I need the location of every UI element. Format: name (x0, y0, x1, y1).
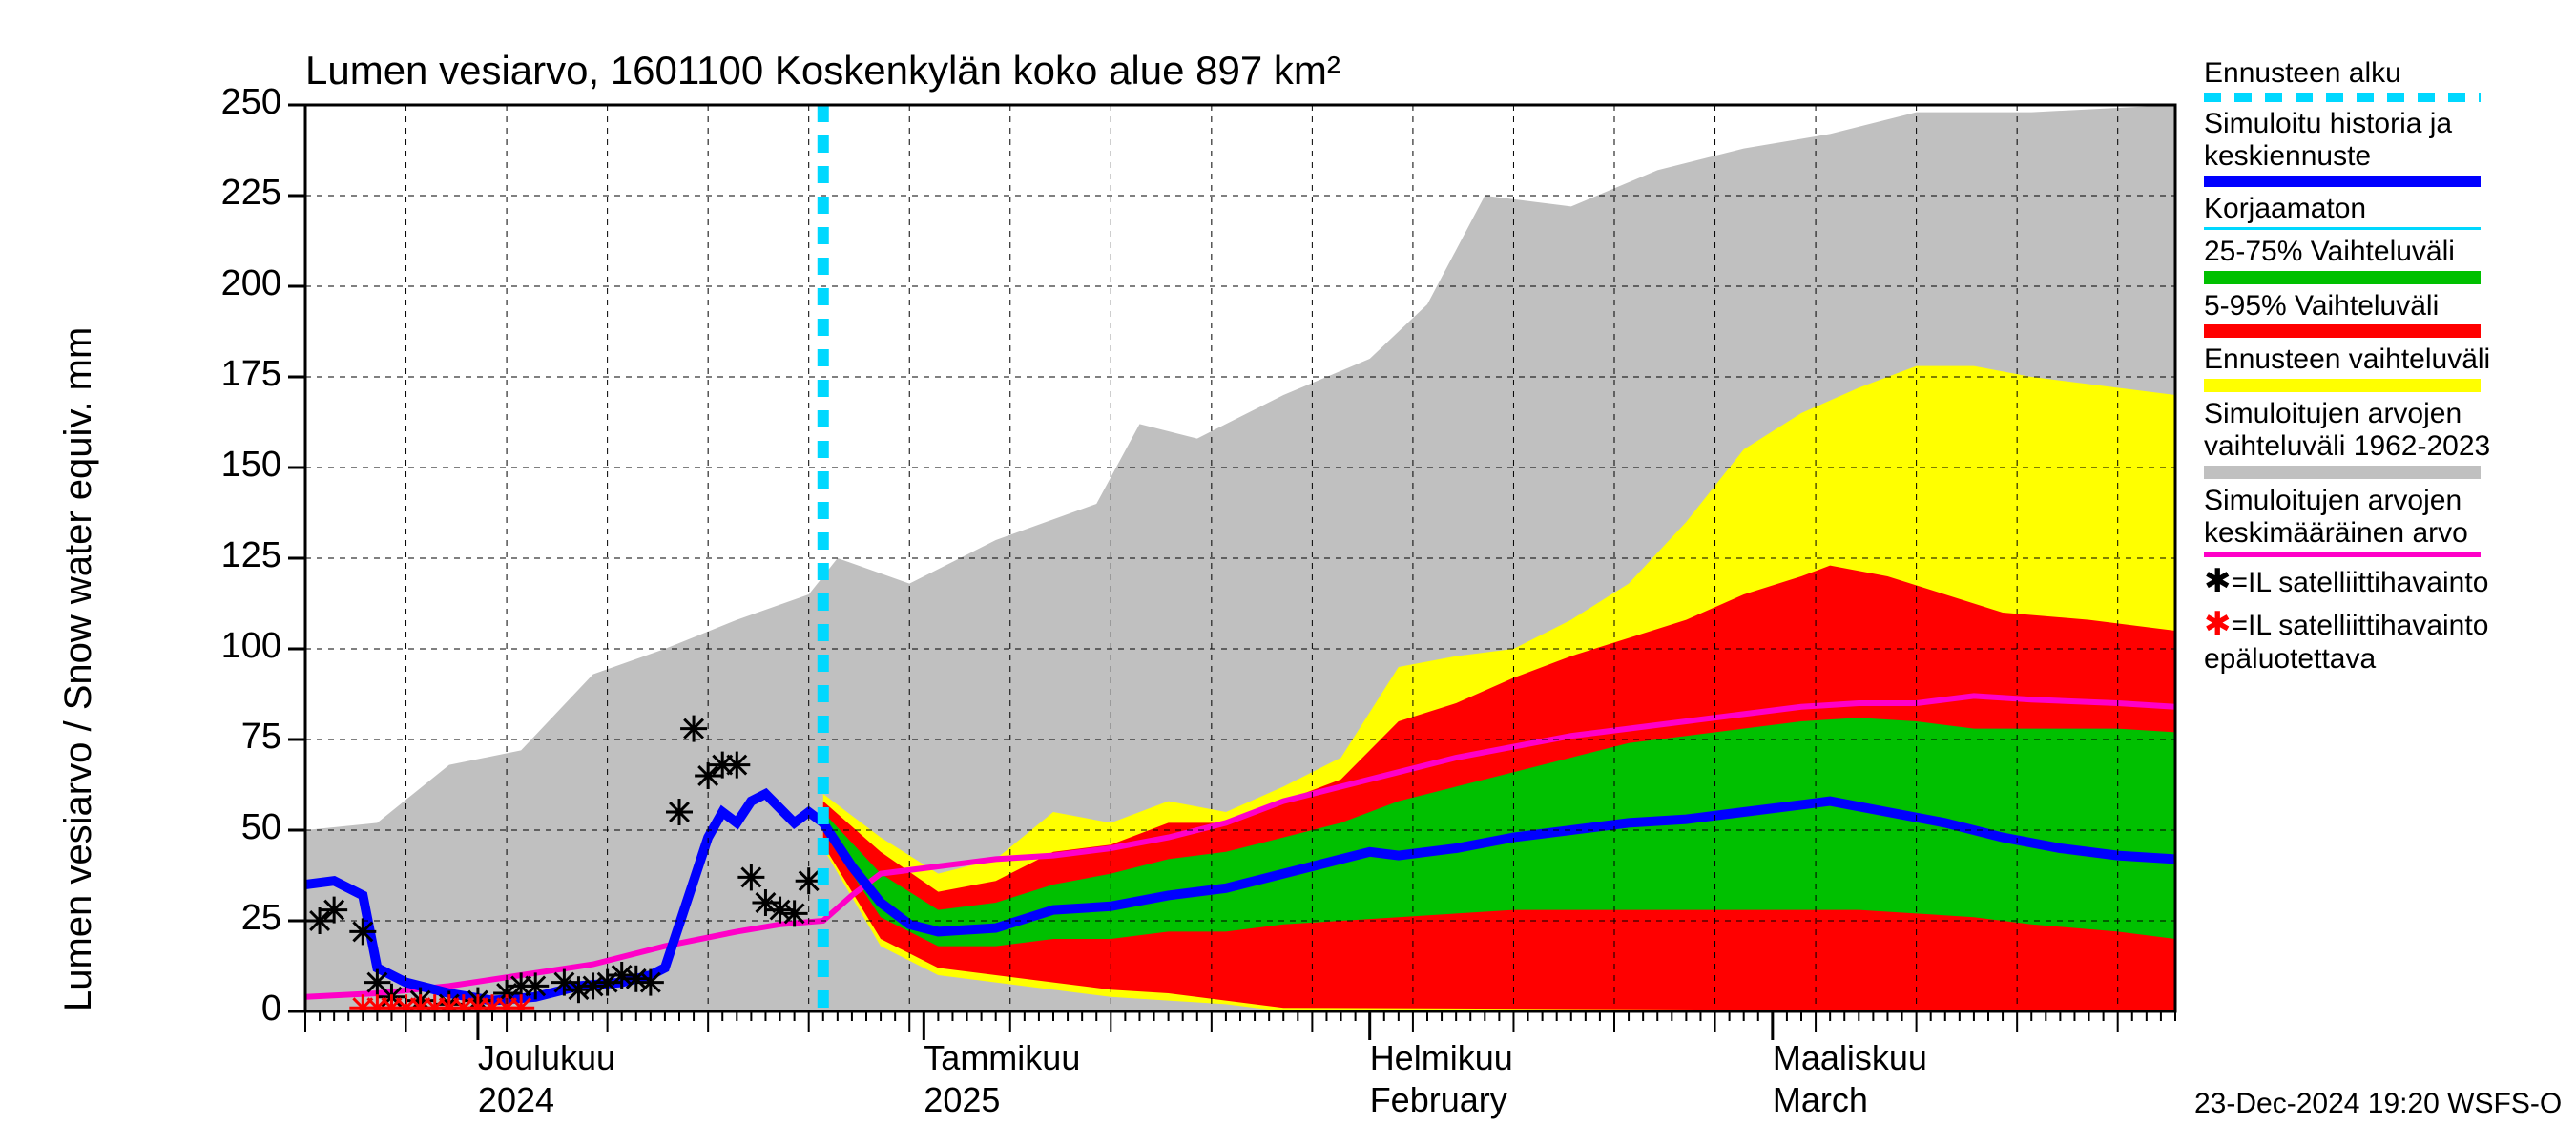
legend: Ennusteen alkuSimuloitu historia jakeski… (2204, 57, 2566, 681)
y-axis-label: Lumen vesiarvo / Snow water equiv. mm (57, 327, 100, 1011)
legend-item: Korjaamaton (2204, 193, 2566, 231)
x-month-sublabel: 2024 (478, 1080, 554, 1120)
chart-svg (0, 0, 2576, 1145)
legend-swatch (2204, 227, 2481, 230)
x-month-label: Tammikuu (924, 1038, 1080, 1078)
legend-item: Simuloitujen arvojenkeskimääräinen arvo (2204, 485, 2566, 557)
y-tick-label: 50 (191, 807, 281, 848)
legend-marker-label: =IL satelliittihavainto (2232, 567, 2489, 598)
x-month-label: Helmikuu (1370, 1038, 1513, 1078)
legend-label: 25-75% Vaihteluväli (2204, 236, 2566, 269)
y-tick-label: 150 (191, 445, 281, 486)
y-tick-label: 175 (191, 354, 281, 395)
chart-title: Lumen vesiarvo, 1601100 Koskenkylän koko… (305, 48, 1340, 94)
legend-swatch (2204, 93, 2481, 102)
y-tick-label: 0 (191, 989, 281, 1030)
legend-label: Ennusteen vaihteluväli (2204, 344, 2566, 377)
legend-marker-item: ✱=IL satelliittihavainto (2204, 563, 2566, 600)
legend-item: 5-95% Vaihteluväli (2204, 290, 2566, 339)
x-month-sublabel: February (1370, 1080, 1507, 1120)
legend-item: Simuloitu historia jakeskiennuste (2204, 108, 2566, 187)
legend-swatch (2204, 552, 2481, 557)
timestamp: 23-Dec-2024 19:20 WSFS-O (2194, 1088, 2562, 1120)
legend-swatch (2204, 379, 2481, 392)
legend-item: Ennusteen alku (2204, 57, 2566, 102)
x-month-label: Joulukuu (478, 1038, 615, 1078)
legend-marker-symbol: ✱ (2204, 563, 2232, 599)
legend-label: vaihteluväli 1962-2023 (2204, 430, 2566, 464)
legend-label: Simuloitujen arvojen (2204, 398, 2566, 431)
x-month-sublabel: 2025 (924, 1080, 1000, 1120)
legend-swatch (2204, 176, 2481, 187)
y-tick-label: 200 (191, 263, 281, 304)
legend-item: Ennusteen vaihteluväli (2204, 344, 2566, 392)
legend-marker-label: =IL satelliittihavainto epäluotettava (2204, 610, 2488, 675)
legend-label: Simuloitu historia ja (2204, 108, 2566, 141)
legend-swatch (2204, 324, 2481, 338)
legend-marker-symbol: ✱ (2204, 606, 2232, 642)
legend-label: 5-95% Vaihteluväli (2204, 290, 2566, 323)
y-tick-label: 75 (191, 717, 281, 758)
legend-marker-item: ✱=IL satelliittihavainto epäluotettava (2204, 606, 2566, 677)
legend-label: Ennusteen alku (2204, 57, 2566, 91)
legend-label: Simuloitujen arvojen (2204, 485, 2566, 518)
legend-label: keskiennuste (2204, 140, 2566, 174)
legend-item: 25-75% Vaihteluväli (2204, 236, 2566, 284)
legend-label: Korjaamaton (2204, 193, 2566, 226)
y-tick-label: 100 (191, 626, 281, 667)
x-month-sublabel: March (1773, 1080, 1868, 1120)
y-tick-label: 250 (191, 82, 281, 123)
y-tick-label: 225 (191, 173, 281, 214)
legend-label: keskimääräinen arvo (2204, 517, 2566, 551)
legend-swatch (2204, 466, 2481, 479)
y-tick-label: 25 (191, 898, 281, 939)
legend-item: Simuloitujen arvojenvaihteluväli 1962-20… (2204, 398, 2566, 479)
y-tick-label: 125 (191, 535, 281, 576)
legend-swatch (2204, 271, 2481, 284)
chart-container: Lumen vesiarvo, 1601100 Koskenkylän koko… (0, 0, 2576, 1145)
x-month-label: Maaliskuu (1773, 1038, 1927, 1078)
